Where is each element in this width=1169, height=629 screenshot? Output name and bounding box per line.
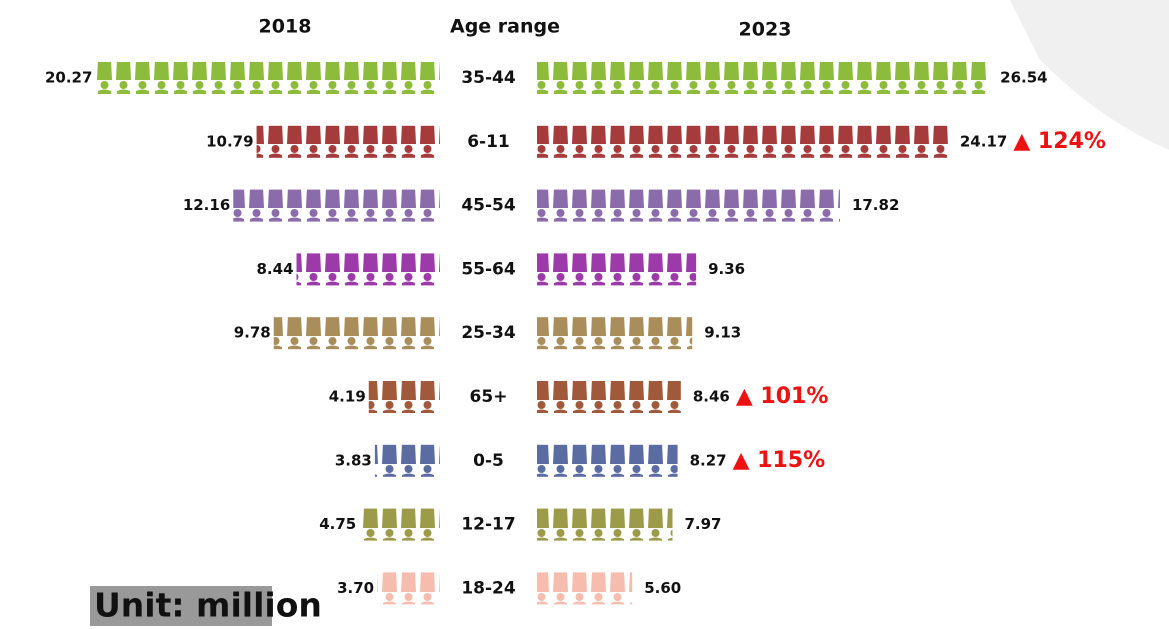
bar xyxy=(374,444,440,477)
bar xyxy=(537,253,697,286)
value-label: 4.75 xyxy=(319,515,356,533)
category-label: 25-34 xyxy=(461,323,516,343)
value-label: 26.54 xyxy=(1000,69,1047,87)
category-label: 55-64 xyxy=(461,259,516,279)
bar xyxy=(537,572,633,605)
category-label: 6-11 xyxy=(467,132,510,152)
bar xyxy=(377,572,440,605)
value-label: 9.36 xyxy=(708,260,745,278)
value-label: 17.82 xyxy=(852,196,899,214)
note: Unit: million xyxy=(94,586,322,625)
category-label: 12-17 xyxy=(461,515,515,535)
bar xyxy=(256,125,440,158)
bar xyxy=(537,189,840,222)
bar xyxy=(537,508,673,541)
value-label: 5.60 xyxy=(644,579,681,597)
value-label: 3.83 xyxy=(335,451,372,469)
bar xyxy=(537,62,989,94)
series-header: 2023 xyxy=(739,19,792,41)
annotation: ▲ 115% xyxy=(733,448,826,473)
value-label: 20.27 xyxy=(45,69,92,87)
category-label: 35-44 xyxy=(461,68,516,88)
background-decoration xyxy=(1010,0,1169,150)
bar xyxy=(359,508,440,541)
value-label: 24.17 xyxy=(960,132,1007,150)
note-box xyxy=(90,586,272,626)
category-label: 0-5 xyxy=(473,451,504,471)
bar xyxy=(368,381,440,413)
category-label: 45-54 xyxy=(461,196,516,216)
bar xyxy=(537,125,948,158)
category-label: 65+ xyxy=(470,387,508,407)
value-label: 3.70 xyxy=(337,579,374,597)
bar xyxy=(233,189,440,222)
bar xyxy=(537,381,681,413)
bar xyxy=(95,62,440,94)
value-label: 9.78 xyxy=(234,324,271,342)
value-label: 8.46 xyxy=(693,388,730,406)
bar xyxy=(273,317,440,350)
value-label: 7.97 xyxy=(684,515,721,533)
value-label: 9.13 xyxy=(704,324,741,342)
category-header: Age range xyxy=(450,16,560,38)
value-label: 4.19 xyxy=(329,388,366,406)
bar xyxy=(296,253,440,286)
value-label: 12.16 xyxy=(183,196,230,214)
category-label: 18-24 xyxy=(461,578,516,598)
value-label: 10.79 xyxy=(206,132,253,150)
annotation: ▲ 124% xyxy=(1013,129,1106,154)
annotation: ▲ 101% xyxy=(736,384,829,409)
value-label: 8.27 xyxy=(690,451,727,469)
bar xyxy=(537,444,678,477)
value-label: 8.44 xyxy=(257,260,294,278)
bar xyxy=(537,317,693,350)
series-header: 2018 xyxy=(259,16,312,38)
